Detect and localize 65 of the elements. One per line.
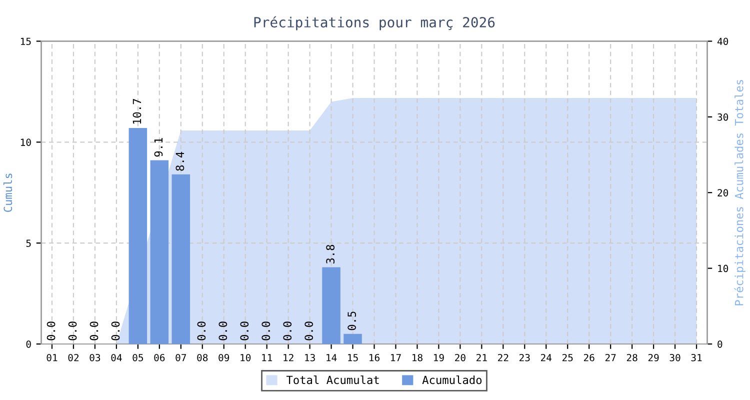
x-tick-label: 08 [197,354,208,362]
data-label: 8.4 [176,152,184,171]
bar [322,267,340,344]
data-label: 0.0 [262,322,270,340]
data-label: 10.7 [132,99,142,124]
x-tick-label: 03 [90,354,100,362]
x-tick-label: 04 [111,354,122,362]
y2-tick-label: 20 [718,189,728,196]
y2-tick-label: 0 [718,340,722,348]
data-label: 0.0 [46,322,56,340]
x-tick-label: 30 [670,354,680,362]
x-tick-label: 28 [626,354,638,362]
x-tick-label: 18 [412,354,422,362]
x-tick-label: 09 [218,354,230,362]
data-label: 0.0 [304,322,314,340]
y2-tick-label: 40 [717,38,728,46]
x-tick-label: 10 [240,354,251,362]
x-tick-label: 05 [132,354,144,362]
legend-label: Total Acumulat [286,375,379,384]
x-tick-label: 26 [584,354,594,362]
data-label: 3.8 [326,244,335,264]
y2-tick-label: 30 [718,113,728,121]
x-tick-label: 21 [476,354,487,362]
x-tick-label: 29 [648,354,659,362]
x-tick-label: 01 [46,354,58,362]
data-label: 0.0 [240,322,249,340]
y-tick-label: 0 [26,340,31,348]
data-label: 0.0 [197,322,206,340]
data-label: 9.1 [154,138,163,157]
data-label: 0.0 [111,322,120,340]
x-tick-label: 27 [605,354,616,362]
y-axis-title: Cumuls [3,174,12,212]
x-tick-label: 24 [540,354,552,362]
bar [172,174,190,344]
x-tick-label: 07 [176,354,186,362]
data-label: 0.0 [218,322,228,340]
chart-title: Précipitations pour març 2026 [254,16,495,30]
x-tick-label: 11 [262,354,272,362]
legend-label: Acumulado [422,375,482,384]
x-tick-label: 12 [284,354,294,362]
x-tick-label: 15 [348,354,358,362]
y-tick-label: 15 [20,38,31,46]
x-tick-label: 16 [370,354,380,362]
x-tick-label: 06 [154,354,165,362]
x-tick-label: 25 [562,354,573,362]
x-tick-label: 17 [391,354,401,362]
data-label: 0.0 [283,322,292,340]
y-tick-label: 5 [26,240,31,247]
y2-axis-title: Précipitaciones Acumulades Totales [734,80,746,306]
x-tick-label: 22 [498,354,508,362]
data-label: 0.5 [348,312,356,330]
data-label: 0.0 [68,322,77,340]
x-tick-label: 23 [520,354,530,362]
bar [344,334,362,344]
data-label: 0.0 [90,322,98,340]
y2-tick-label: 10 [718,264,728,272]
y-tick-label: 10 [20,138,31,146]
x-tick-label: 20 [455,354,466,362]
x-tick-label: 13 [305,354,315,362]
bar [150,160,169,344]
x-tick-label: 31 [691,354,702,362]
x-tick-label: 14 [326,354,337,362]
x-tick-label: 02 [68,354,79,362]
bar [128,128,148,344]
x-tick-label: 19 [434,354,444,362]
